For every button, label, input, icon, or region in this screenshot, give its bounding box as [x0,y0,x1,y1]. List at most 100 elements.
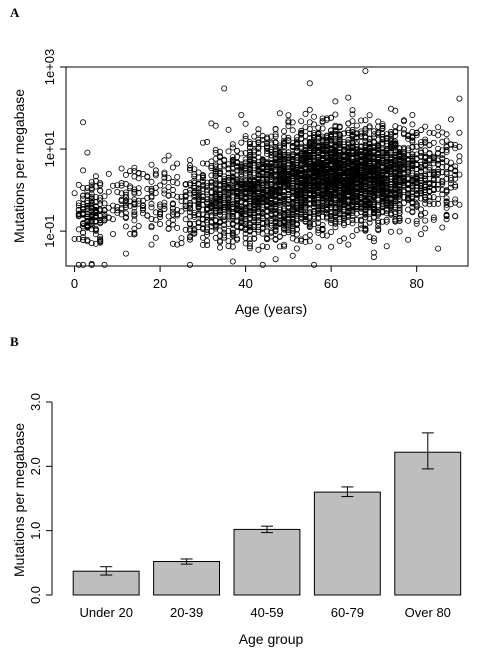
scatter-point [165,152,172,159]
scatter-point [195,181,202,188]
scatter-point [88,208,95,215]
scatter-point [435,200,442,207]
scatter-point [246,144,253,151]
scatter-point [289,163,296,170]
scatter-point [435,160,442,167]
scatter-point [255,183,262,190]
scatter-point [268,204,275,211]
scatter-point [281,198,288,205]
scatter-point [263,191,270,198]
scatter-point [362,133,369,140]
scatter-point [328,205,335,212]
scatter-point [191,209,198,216]
scatter-point [452,141,459,148]
scatter-point [174,224,181,231]
scatter-point [298,143,305,150]
scatter-point [302,191,309,198]
scatter-point [362,197,369,204]
scatter-point [135,222,142,229]
scatter-point [366,219,373,226]
scatter-point [340,221,347,228]
scatter-point [306,138,313,145]
scatter-point [336,237,343,244]
scatter-point [161,171,168,178]
scatter-point [276,144,283,151]
scatter-point [199,234,206,241]
scatter-point [276,148,283,155]
scatter-point [268,228,275,235]
scatter-point [332,224,339,231]
scatter-point [443,195,450,202]
scatter-point [161,157,168,164]
scatter-point [259,210,266,217]
scatter-point [302,200,309,207]
scatter-point [396,204,403,211]
bar-x-axis: Under 20 20-39 40-59 60-79 Over 80 [79,605,450,620]
scatter-point [370,168,377,175]
scatter-point [246,236,253,243]
scatter-point [186,220,193,227]
scatter-point [362,125,369,132]
scatter-point [298,180,305,187]
scatter-point [353,203,360,210]
scatter-point [242,188,249,195]
scatter-point [268,160,275,167]
panel-b-label: B [10,334,19,349]
scatter-point [178,208,185,215]
scatter-point [161,178,168,185]
scatter-point [392,123,399,130]
scatter-point [409,190,416,197]
scatter-point [97,217,104,224]
scatter-point [383,205,390,212]
scatter-x-axis: 0 20 40 60 80 [71,265,424,291]
scatter-point [349,111,356,118]
scatter-point [298,171,305,178]
scatter-point [310,203,317,210]
scatter-point [443,143,450,150]
scatter-point [319,125,326,132]
scatter-point [379,171,386,178]
scatter-point [370,235,377,242]
scatter-point [379,191,386,198]
scatter-point [281,133,288,140]
scatter-point [405,206,412,213]
scatter-point [118,165,125,172]
scatter-point [456,201,463,208]
scatter-point [435,245,442,252]
scatter-point [293,204,300,211]
scatter-point [242,234,249,241]
scatter-point [148,215,155,222]
scatter-point [340,215,347,222]
scatter-point [379,192,386,199]
scatter-point [212,122,219,129]
scatter-point [379,194,386,201]
scatter-point [319,150,326,157]
scatter-point [400,126,407,133]
scatter-point [345,159,352,166]
scatter-point [396,192,403,199]
scatter-point [285,112,292,119]
scatter-point [80,229,87,236]
scatter-point [216,202,223,209]
scatter-point [417,127,424,134]
scatter-point [426,142,433,149]
scatter-point [358,128,365,135]
scatter-point [251,157,258,164]
scatter-point [370,238,377,245]
scatter-point [306,183,313,190]
scatter-point [186,227,193,234]
scatter-point [315,243,322,250]
scatter-point [212,166,219,173]
scatter-point [135,169,142,176]
scatter-point [208,212,215,219]
scatter-point [366,179,373,186]
scatter-point [80,210,87,217]
scatter-point [400,144,407,151]
scatter-point [229,173,236,180]
scatter-point [358,117,365,124]
scatter-point [387,185,394,192]
scatter-point [238,177,245,184]
scatter-point [289,189,296,196]
scatter-point [259,261,266,268]
scatter-point [289,208,296,215]
